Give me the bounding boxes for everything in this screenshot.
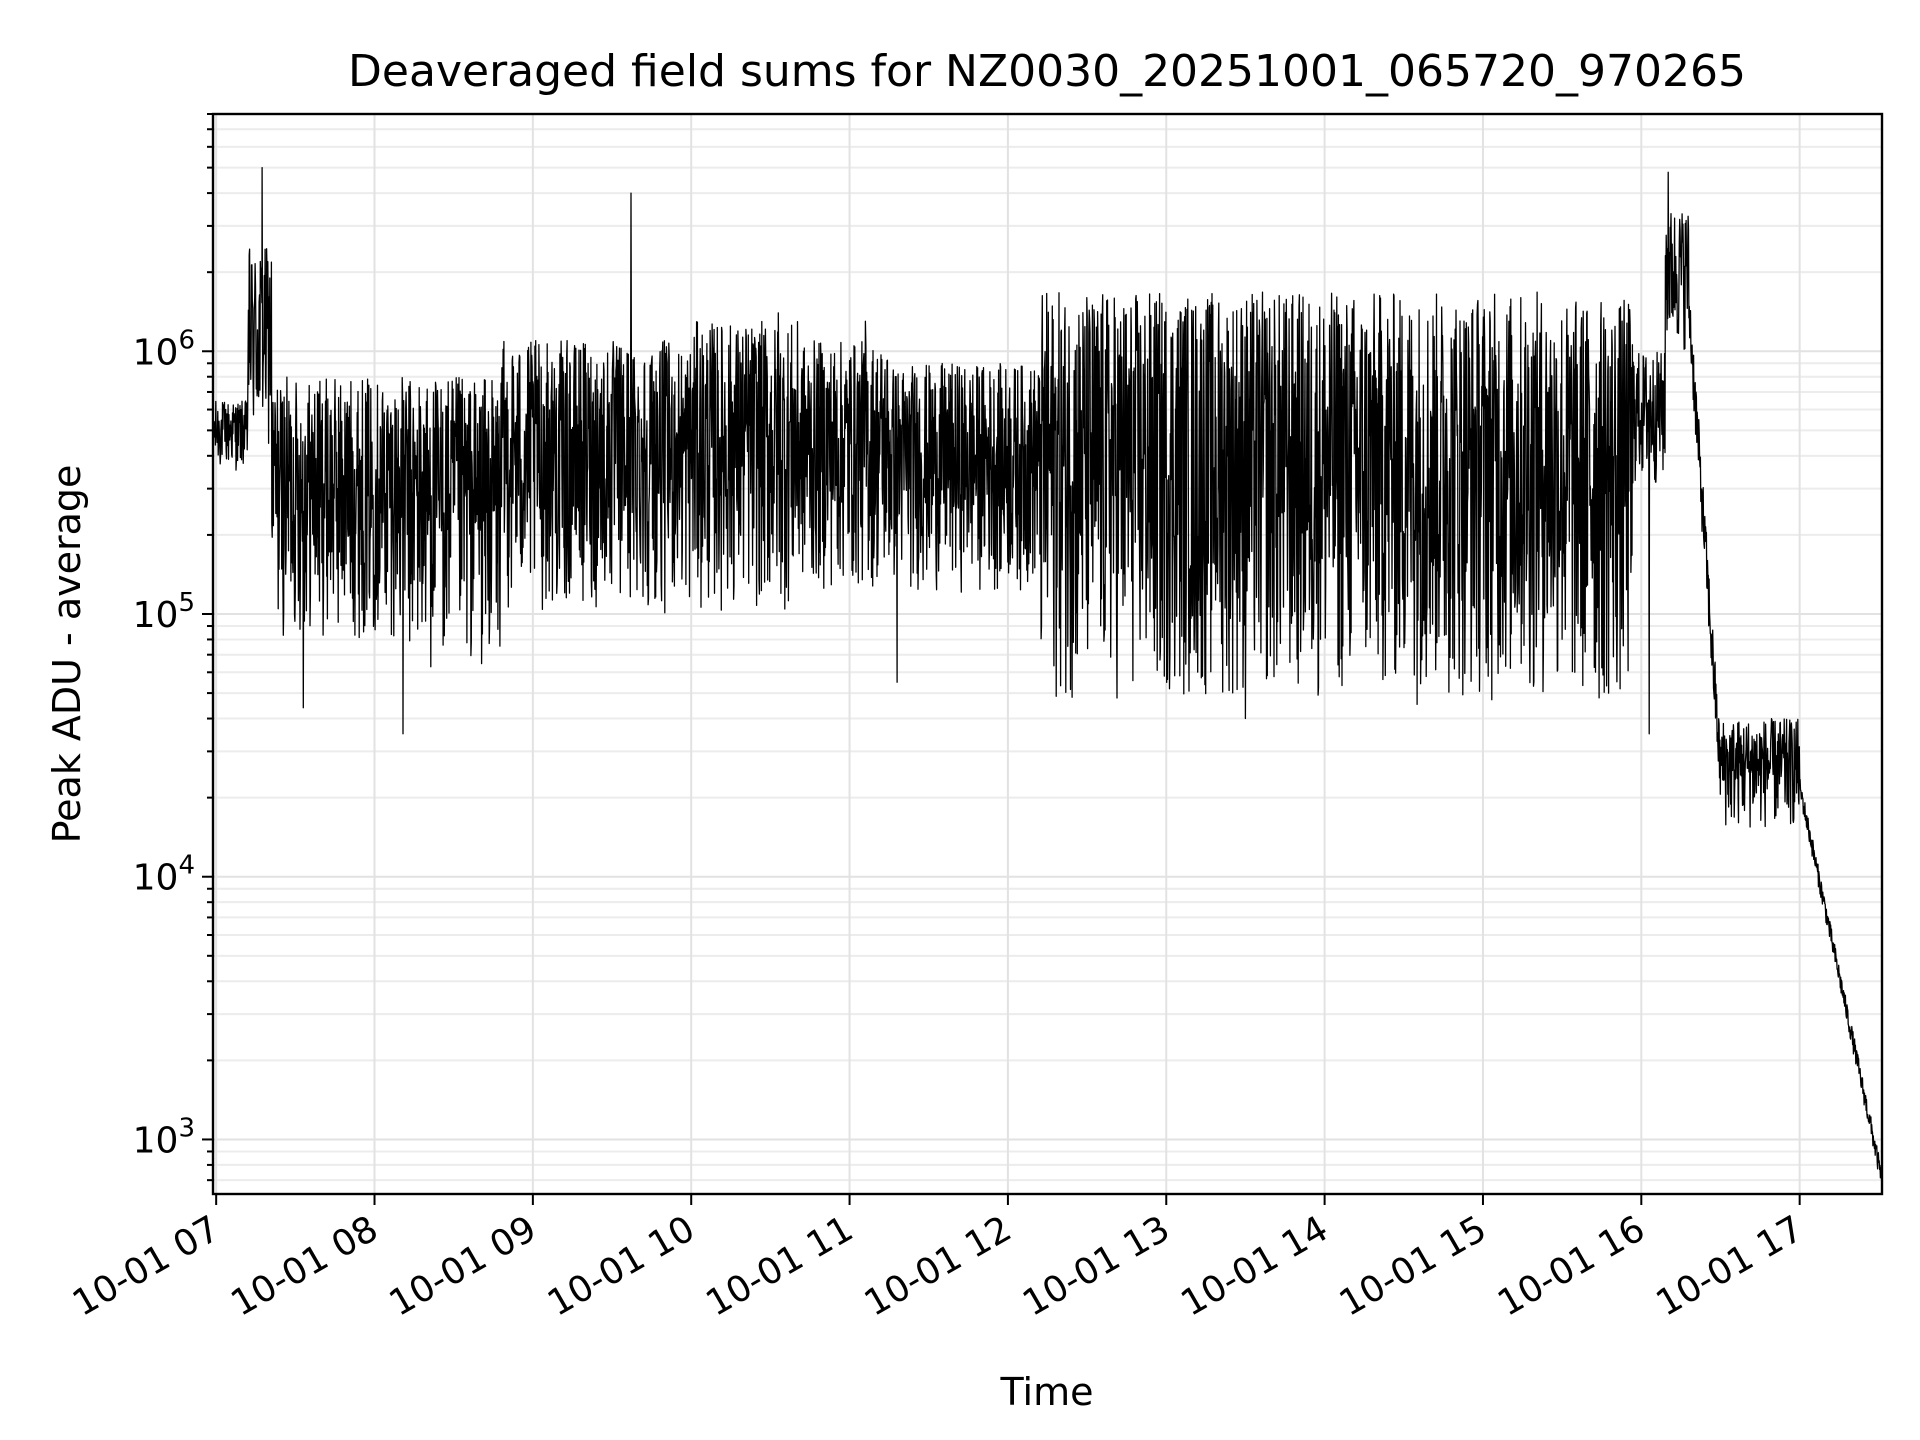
x-axis-label: Time	[1000, 1370, 1094, 1414]
chart-title: Deaveraged field sums for NZ0030_2025100…	[348, 46, 1746, 97]
y-axis-label: Peak ADU - average	[45, 465, 89, 844]
y-axis: 103 104 105 106	[133, 113, 213, 1182]
y-tick-label: 104	[133, 851, 195, 899]
y-tick-label: 103	[133, 1113, 195, 1161]
plot-area	[213, 166, 1882, 1179]
y-tick-label: 106	[133, 325, 195, 373]
series-line-peak-adu	[213, 166, 1882, 1179]
y-tick-label: 105	[133, 588, 195, 636]
